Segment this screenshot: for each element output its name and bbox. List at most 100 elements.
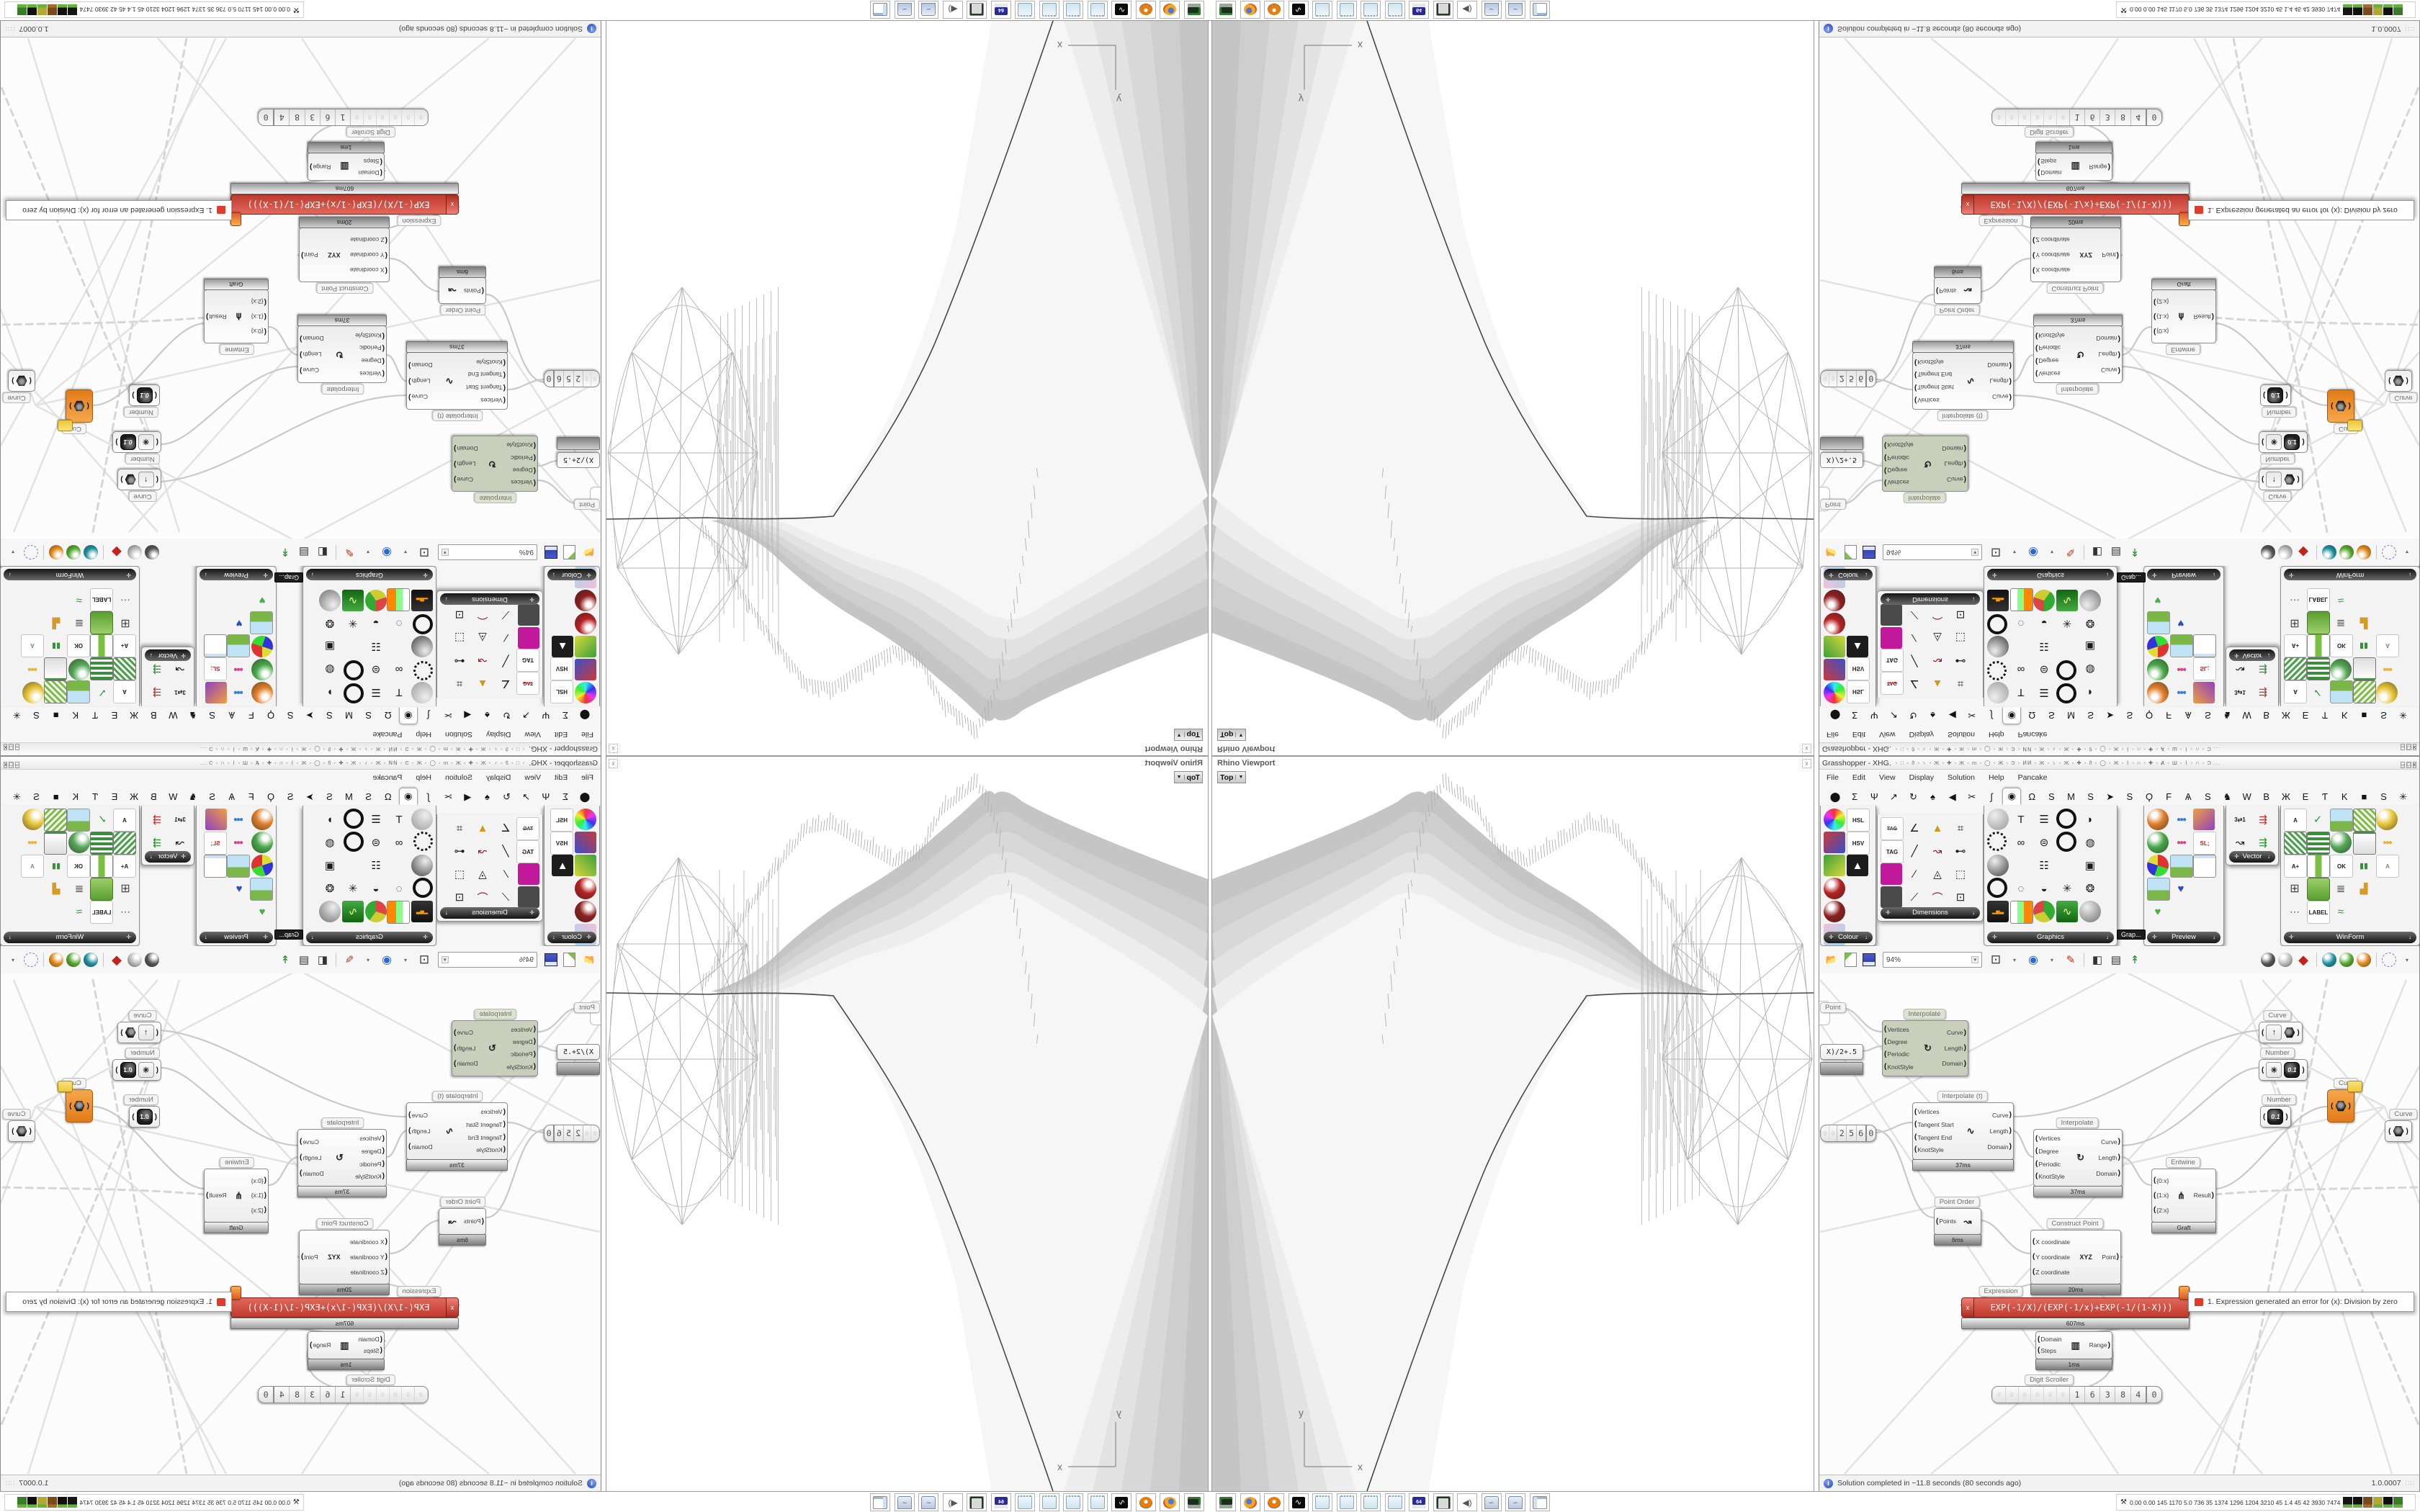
palette-icon-graphics-21[interactable] <box>2010 588 2033 611</box>
number-param-1[interactable]: (✳ 0.1) <box>112 431 161 453</box>
port-domain[interactable]: Domain) <box>2096 335 2120 343</box>
palette-icon-winform-3[interactable] <box>44 680 67 703</box>
category-tab-3[interactable]: ↗ <box>1889 791 1898 802</box>
port--2-x-[interactable]: ({2:x} <box>2154 1206 2169 1215</box>
palette-icon-graphics-10[interactable] <box>1987 636 2009 657</box>
palette-icon-graphics-20[interactable]: ▂▅▃ <box>411 901 433 922</box>
palette-icon-graphics-4[interactable]: ◗ <box>326 686 333 699</box>
palette-icon-graphics-14[interactable]: ▣ <box>324 860 336 872</box>
grasshopper-titlebar[interactable]: Grasshopper - XHG. ◦ ∷ ◦ ϑ ◦ ♄ ◦ Ж ◦ ✚ ◦… <box>1819 757 2419 770</box>
resize-grip-icon[interactable]: ∷∷ <box>2405 25 2415 33</box>
preview-wire-sphere[interactable] <box>2278 545 2293 559</box>
palette-icon-dimensions-11[interactable]: ⬚ <box>1955 868 1966 881</box>
palette-label-colour[interactable]: ✛ Colour ↓ <box>1824 569 1873 580</box>
port-vertices[interactable]: (Vertices <box>511 1025 536 1034</box>
port--1-x-[interactable]: ({1:x} <box>251 1191 266 1200</box>
palette-icon-dimensions-8[interactable] <box>1881 627 1902 649</box>
category-tab-29[interactable]: ✳ <box>12 710 21 721</box>
category-tab-5[interactable]: ♠ <box>1930 791 1936 802</box>
palette-icon-graphics-3[interactable] <box>344 683 364 703</box>
digit-tail[interactable]: 0 <box>1865 371 1876 387</box>
taskbar-icon-monitor[interactable] <box>1433 1 1453 19</box>
palette-icon-graphics-4[interactable]: ◗ <box>326 813 333 826</box>
palette-icon-winform-20[interactable]: ⋯ <box>120 595 130 607</box>
palette-icon-preview-12[interactable]: ♥ <box>2154 594 2161 607</box>
digit-cell[interactable]: 2 <box>1837 1125 1846 1141</box>
palette-icon-winform-14[interactable]: A <box>2376 855 2399 878</box>
port-z-coordinate[interactable]: (Z coordinate <box>2033 1268 2070 1276</box>
port-domain[interactable]: Domain) <box>300 335 324 343</box>
taskbar-icon-blender[interactable] <box>1264 1493 1284 1511</box>
close-icon[interactable]: x <box>1802 759 1811 768</box>
digit-cell[interactable]: 1 <box>2069 1387 2084 1403</box>
digit-cell[interactable]: 1 <box>335 1387 351 1403</box>
port-domain[interactable]: Domain) <box>1987 361 2012 369</box>
port-curve[interactable]: Curve) <box>1991 393 2012 401</box>
palette-icon-colour-5[interactable]: ▲ <box>552 855 573 876</box>
minimize-button[interactable]: – <box>14 744 19 751</box>
taskbar-icon-notepad[interactable] <box>1088 1 1108 19</box>
palette-icon-preview-10[interactable]: ♥ <box>236 617 243 630</box>
palette-icon-graphics-0[interactable] <box>1987 682 2009 703</box>
palette-icon-winform-20[interactable]: ⋯ <box>120 905 130 917</box>
palette-icon-colour-5[interactable]: ▲ <box>1847 855 1868 876</box>
digit-cell[interactable]: 2 <box>1837 371 1847 387</box>
error-balloon-icon[interactable] <box>230 1286 241 1300</box>
palette-icon-graphics-16[interactable]: ◌ <box>395 882 403 895</box>
taskbar-icon-blender[interactable] <box>1264 1 1284 19</box>
palette-icon-preview-6[interactable] <box>251 636 273 657</box>
palette-icon-graphics-8[interactable] <box>2056 832 2076 852</box>
palette-icon-winform-0[interactable]: A <box>2284 680 2307 703</box>
preview-dark-sphere[interactable] <box>2261 545 2275 559</box>
palette-icon-graphics-12[interactable]: ☷ <box>371 860 381 872</box>
palette-label-graphics[interactable]: ✛ Graphics ↓ <box>1987 932 2114 943</box>
port-vertices[interactable]: (Vertices <box>1914 396 1940 405</box>
taskbar-icon-notepad[interactable] <box>1063 1 1084 19</box>
port-tangent-end[interactable]: (Tangent End <box>467 371 506 379</box>
palette-icon-winform-6[interactable] <box>2307 832 2330 855</box>
palette-icon-dimensions-14[interactable]: ⌒ <box>477 891 488 904</box>
palette-icon-graphics-10[interactable] <box>411 855 433 876</box>
port-result[interactable]: Result) <box>2193 312 2214 321</box>
palette-icon-preview-8[interactable] <box>204 855 227 878</box>
port-degree[interactable]: (Degree <box>1884 466 1908 474</box>
viewport-camera-dropdown[interactable]: Top ▼ <box>1173 771 1203 783</box>
palette-icon-graphics-20[interactable]: ▂▅▃ <box>411 590 433 611</box>
close-icon[interactable]: x <box>1802 744 1811 753</box>
curve-param-right[interactable]: () <box>8 370 35 392</box>
palette-icon-winform-0[interactable]: A <box>113 680 136 703</box>
minimize-button[interactable]: – <box>2401 761 2406 768</box>
digit-cell[interactable]: 5 <box>1846 371 1856 387</box>
port-tangent-start[interactable]: (Tangent Start <box>1914 383 1954 392</box>
category-tab-4[interactable]: ↻ <box>1909 710 1917 721</box>
close-button[interactable]: x <box>2412 761 2416 768</box>
menu-item-edit[interactable]: Edit <box>1852 773 1866 782</box>
category-tab-5[interactable]: ♠ <box>484 791 490 802</box>
maximize-button[interactable]: □ <box>9 744 14 751</box>
port-curve[interactable]: Curve) <box>408 1111 429 1119</box>
category-tab-26[interactable]: K <box>72 710 79 721</box>
display-sphere-teal[interactable] <box>2322 545 2336 559</box>
port-vertices[interactable]: (Vertices <box>480 1107 506 1116</box>
palette-icon-vector-3[interactable]: ⇶ <box>2259 664 2267 676</box>
taskbar-icon-scroll[interactable]: ∽ <box>918 1 939 19</box>
category-tab-19[interactable]: S <box>209 710 215 721</box>
category-tab-29[interactable]: ✳ <box>2399 710 2408 721</box>
zoom-level-box[interactable]: 94% ▾ <box>1883 544 1982 560</box>
port-range[interactable]: Range) <box>2089 163 2110 171</box>
port--2-x-[interactable]: ({2:x} <box>251 297 266 306</box>
palette-icon-preview-9[interactable] <box>2147 878 2170 901</box>
category-tab-14[interactable]: ➤ <box>2106 710 2115 721</box>
palette-icon-colour-2[interactable] <box>575 832 596 853</box>
menu-item-edit[interactable]: Edit <box>554 730 568 739</box>
palette-icon-colour-0[interactable] <box>575 809 596 830</box>
expression-x-input[interactable]: x <box>446 195 458 214</box>
taskbar-icon-firefox[interactable] <box>1160 1493 1180 1511</box>
digit-cell[interactable]: 4 <box>274 109 290 125</box>
port-point[interactable]: Point) <box>2102 251 2119 259</box>
palette-icon-winform-9[interactable]: ●●● <box>2382 665 2392 674</box>
expression-partial[interactable]: X)/2+.5 <box>1820 452 1863 468</box>
category-tab-3[interactable]: ↗ <box>522 710 531 721</box>
zoom-extents-button[interactable]: ⊡ <box>1990 546 2002 559</box>
palette-icon-graphics-18[interactable]: ✳ <box>2062 617 2072 629</box>
